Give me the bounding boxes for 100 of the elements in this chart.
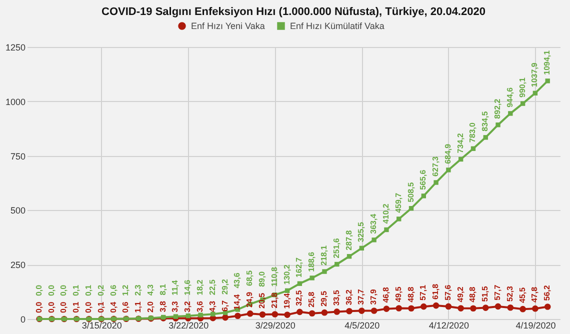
data-label: 46,8	[381, 286, 390, 303]
point	[334, 262, 340, 267]
data-label: 287,8	[344, 230, 354, 250]
data-label: 48,8	[406, 286, 416, 302]
point	[496, 122, 500, 128]
data-label: 0,1	[72, 284, 81, 296]
point	[370, 308, 378, 314]
data-label: 68,5	[245, 270, 254, 286]
point	[445, 303, 452, 310]
data-label: 33,5	[332, 290, 341, 306]
x-tick-label: 4/19/2020	[516, 320, 556, 330]
point	[458, 156, 464, 162]
point	[246, 310, 254, 317]
point	[408, 206, 414, 211]
point	[321, 309, 328, 316]
point	[173, 314, 178, 319]
point	[222, 314, 228, 321]
data-label: 218,1	[319, 244, 328, 266]
point	[420, 303, 427, 310]
data-label: 24,9	[245, 291, 254, 308]
data-label: 0,6	[121, 301, 130, 313]
point	[483, 135, 488, 140]
data-label: 48,8	[468, 286, 478, 302]
point	[186, 313, 190, 318]
point	[532, 90, 538, 96]
data-label: 14,4	[232, 294, 242, 310]
x-tick-label: 3/22/2020	[168, 320, 209, 330]
point	[346, 254, 352, 259]
point	[507, 304, 514, 311]
data-label: 1037,9	[530, 62, 540, 88]
data-label: 47,8	[530, 286, 540, 303]
data-label: 49,5	[394, 286, 403, 302]
data-label: 4,3	[146, 284, 155, 296]
data-label: 3,6	[196, 300, 205, 312]
point	[198, 312, 203, 318]
point	[234, 312, 241, 320]
data-label: 36,2	[344, 288, 354, 306]
point	[458, 305, 464, 312]
data-label: 834,5	[480, 110, 490, 132]
point	[272, 311, 278, 318]
data-label: 4,3	[208, 300, 217, 312]
point	[297, 281, 302, 286]
data-label: 251,6	[332, 238, 341, 258]
data-label: 0,0	[46, 284, 56, 296]
data-label: 459,7	[394, 192, 403, 213]
point	[508, 111, 513, 116]
point	[544, 304, 551, 310]
data-label: 0,0	[84, 301, 93, 313]
data-label: 29,5	[319, 290, 328, 307]
y-tick-label: 1250	[5, 42, 26, 52]
point	[383, 306, 390, 312]
point	[396, 305, 402, 312]
data-label: 892,2	[493, 98, 502, 119]
data-label: 3,2	[183, 300, 192, 312]
point	[532, 305, 538, 312]
data-label: 508,5	[406, 182, 416, 202]
data-label: 684,9	[443, 143, 452, 164]
x-tick-label: 3/15/2020	[82, 320, 122, 330]
data-label: 410,2	[381, 203, 390, 224]
data-label: 0,4	[108, 301, 118, 313]
data-label: 627,3	[431, 156, 440, 176]
point	[446, 168, 451, 172]
point	[346, 308, 352, 314]
data-label: 0,2	[96, 284, 106, 296]
data-label: 89,0	[258, 270, 267, 287]
y-tick-label: 0	[20, 314, 26, 324]
data-label: 19,4	[282, 292, 292, 309]
point	[359, 246, 364, 251]
point	[408, 305, 414, 312]
data-label: 0,0	[59, 284, 68, 296]
data-label: 2,3	[134, 284, 143, 296]
data-label: 49,2	[456, 286, 465, 302]
point	[322, 269, 327, 274]
data-label: 37,7	[356, 288, 366, 305]
point	[470, 146, 476, 151]
point	[482, 304, 489, 311]
data-label: 21,8	[270, 292, 279, 308]
point	[520, 306, 526, 312]
y-tick-label: 1000	[5, 96, 26, 107]
point	[384, 227, 389, 232]
point	[421, 194, 426, 198]
point	[334, 308, 340, 315]
data-label: 6,7	[220, 300, 230, 312]
data-label: 43,6	[232, 272, 242, 288]
point	[396, 216, 402, 222]
data-label: 734,2	[456, 132, 465, 154]
data-label: 188,6	[307, 251, 316, 272]
data-label: 29,2	[220, 278, 230, 295]
data-label: 11,4	[170, 280, 180, 296]
data-label: 45,5	[518, 286, 527, 304]
point	[308, 310, 316, 317]
point	[210, 312, 216, 316]
data-label: 61,8	[431, 283, 440, 300]
data-label: 14,6	[183, 279, 192, 296]
point	[494, 303, 502, 310]
data-label: 22,5	[208, 278, 217, 296]
legend-label: Enf Hızı Yeni Vaka	[191, 21, 265, 31]
y-tick-label: 250	[10, 260, 26, 270]
data-label: 8,1	[158, 284, 168, 296]
point	[432, 302, 440, 309]
